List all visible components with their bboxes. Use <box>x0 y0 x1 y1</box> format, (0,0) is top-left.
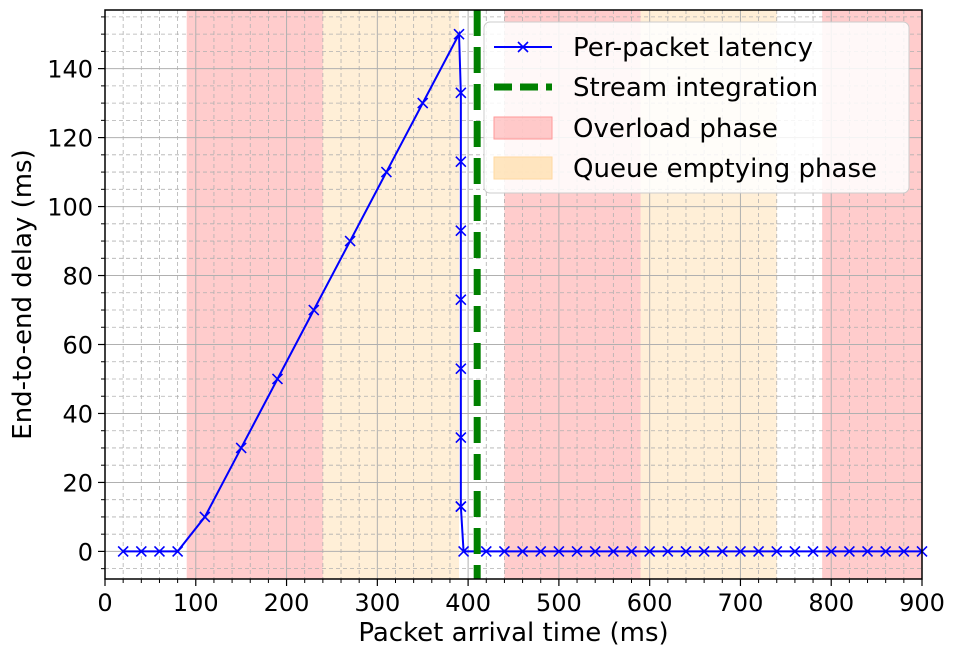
latency-point <box>898 545 910 557</box>
region-overload-phase <box>186 10 323 579</box>
latency-point <box>380 166 392 178</box>
x-tick-label: 700 <box>718 589 764 617</box>
y-tick-label: 60 <box>62 332 93 360</box>
x-tick-label: 900 <box>899 589 945 617</box>
latency-point <box>308 304 320 316</box>
x-tick-label: 500 <box>536 589 582 617</box>
latency-point <box>271 373 284 385</box>
latency-point <box>480 545 492 557</box>
x-axis-label: Packet arrival time (ms) <box>358 618 668 648</box>
latency-point <box>455 87 467 99</box>
latency-point <box>716 545 728 557</box>
y-tick-label: 20 <box>62 469 93 497</box>
legend-label: Per-packet latency <box>573 33 813 63</box>
legend-label: Overload phase <box>573 114 778 144</box>
y-tick-label: 80 <box>62 263 93 291</box>
x-tick-label: 300 <box>354 589 400 617</box>
legend-label: Stream integration <box>573 73 818 103</box>
latency-point <box>680 545 692 557</box>
latency-point <box>417 97 429 109</box>
latency-point <box>607 545 619 557</box>
y-tick-label: 0 <box>78 538 93 566</box>
x-tick-label: 400 <box>445 589 491 617</box>
latency-point <box>662 545 674 557</box>
latency-point <box>734 545 747 557</box>
x-tick-label: 200 <box>264 589 310 617</box>
y-tick-label: 100 <box>47 194 93 222</box>
legend-latency-marker <box>517 41 529 53</box>
latency-point <box>455 363 467 375</box>
latency-point <box>235 442 247 454</box>
latency-point <box>644 545 656 557</box>
series-layer <box>117 10 928 579</box>
latency-point <box>589 545 601 557</box>
latency-point <box>498 545 510 557</box>
latency-point <box>571 545 583 557</box>
latency-point <box>199 511 211 523</box>
latency-point <box>172 545 184 557</box>
y-tick-label: 40 <box>62 400 93 428</box>
latency-point <box>753 545 765 557</box>
latency-point <box>153 545 166 557</box>
latency-point <box>843 545 855 557</box>
x-tick-label: 0 <box>97 589 112 617</box>
legend-box <box>483 21 910 194</box>
latency-point <box>135 545 147 557</box>
latency-point <box>807 545 819 557</box>
x-tick-label: 800 <box>808 589 854 617</box>
latency-point <box>517 545 529 557</box>
x-tick-label: 600 <box>627 589 673 617</box>
latency-point <box>455 432 467 444</box>
latency-point <box>861 545 874 557</box>
latency-point <box>825 545 837 557</box>
latency-point <box>625 545 638 557</box>
region-queue-emptying-phase <box>322 10 460 579</box>
y-axis-label: End-to-end delay (ms) <box>8 149 38 439</box>
latency-point <box>880 545 892 557</box>
y-tick-label: 120 <box>47 125 93 153</box>
latency-point <box>535 545 547 557</box>
latency-point <box>344 235 356 247</box>
latency-point <box>453 28 465 40</box>
x-tick-label: 100 <box>173 589 219 617</box>
latency-point <box>553 545 565 557</box>
latency-point <box>771 545 783 557</box>
latency-point <box>455 225 467 237</box>
legend: Per-packet latency Stream integration Over… <box>483 21 910 194</box>
latency-point <box>117 545 129 557</box>
legend-queue-swatch <box>493 156 553 180</box>
legend-overload-swatch <box>493 116 553 140</box>
latency-point <box>455 156 467 168</box>
latency-point <box>789 545 801 557</box>
legend-label: Queue emptying phase <box>573 154 877 184</box>
latency-point <box>455 294 467 306</box>
axis-ticks: 0 100 200 300 400 500 600 700 800 900 0 20 40 60 80 100… <box>47 16 945 617</box>
plot-frame <box>104 9 923 580</box>
latency-point <box>698 545 710 557</box>
latency-point <box>458 545 470 557</box>
latency-point <box>455 501 467 513</box>
y-tick-label: 140 <box>47 56 93 84</box>
